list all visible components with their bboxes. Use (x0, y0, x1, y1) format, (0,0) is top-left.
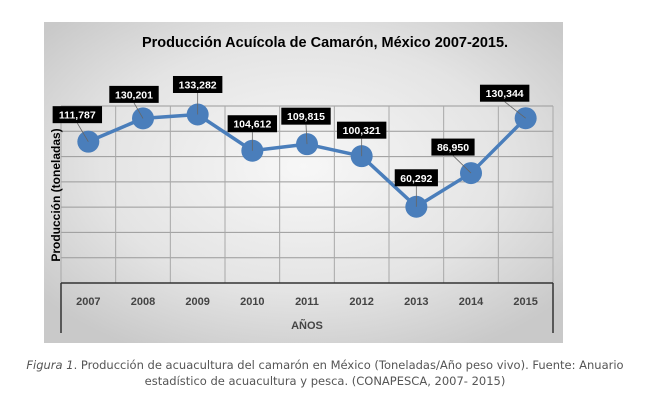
caption-line-1: . Producción de acuacultura del camarón … (73, 358, 624, 372)
x-tick-label: 2015 (513, 296, 537, 308)
data-label-box (172, 75, 223, 93)
data-label: 133,282 (179, 79, 217, 91)
x-tick-label: 2011 (295, 296, 319, 308)
x-tick-label: 2009 (185, 296, 209, 308)
leader-line (133, 102, 144, 119)
data-label-box (52, 106, 103, 124)
data-label-box (431, 138, 475, 156)
chart-title: Producción Acuícola de Camarón, México 2… (142, 35, 508, 51)
figure-label: Figura 1 (26, 358, 74, 372)
gridlines (60, 105, 554, 283)
x-tick-label: 2014 (459, 296, 484, 308)
data-label: 100,321 (343, 125, 381, 137)
data-label: 130,344 (486, 88, 524, 100)
data-label-box (479, 84, 530, 102)
leader-line (504, 101, 526, 119)
caption-line-2: estadístico de acuacultura y pesca. (CON… (144, 374, 506, 388)
figure-caption: Figura 1. Producción de acuacultura del … (0, 357, 650, 389)
data-label-box (227, 115, 278, 133)
data-label: 104,612 (233, 119, 271, 131)
data-label: 111,787 (59, 110, 96, 122)
chart-background (44, 22, 563, 343)
data-label-box (281, 107, 331, 125)
x-tick-label: 2013 (404, 296, 428, 308)
data-label-box (394, 169, 438, 187)
x-tick-label: 2010 (240, 296, 264, 308)
x-axis-label: AÑOS (291, 319, 323, 332)
x-tick-label: 2012 (349, 296, 373, 308)
x-tick-label: 2008 (131, 296, 155, 308)
data-label: 60,292 (400, 173, 432, 185)
leader-line (452, 155, 472, 174)
data-label-box (109, 85, 159, 103)
data-label-box (336, 121, 387, 139)
leader-line (305, 124, 308, 145)
x-axis: 2007 2008 2009 2010 2011 2012 2013 2014 2015 (60, 282, 554, 333)
x-tick-label: 2007 (76, 296, 100, 308)
data-label: 109,815 (287, 111, 325, 123)
data-label: 86,950 (437, 142, 469, 154)
data-label: 130,201 (115, 89, 153, 101)
data-point (514, 107, 537, 130)
y-axis-label: Producción (toneladas) (49, 128, 63, 261)
data-labels: 111,787 130,201 133,282 104,612 109,815 100,3… (52, 75, 530, 207)
leader-line (76, 122, 89, 142)
